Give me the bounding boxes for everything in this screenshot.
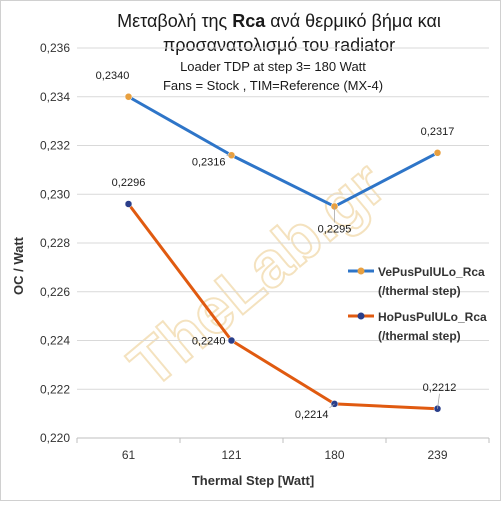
data-label-leader bbox=[329, 403, 335, 409]
chart-subtitle-line1: Loader TDP at step 3= 180 Watt bbox=[180, 59, 366, 74]
y-tick-label: 0,222 bbox=[40, 382, 70, 396]
data-label: 0,2212 bbox=[423, 382, 457, 394]
y-axis-title: OC / Watt bbox=[11, 236, 26, 295]
legend-label-1-line2: (/thermal step) bbox=[378, 284, 461, 298]
data-label: 0,2317 bbox=[421, 126, 455, 138]
data-label: 0,2340 bbox=[96, 70, 130, 82]
y-tick-label: 0,228 bbox=[40, 236, 70, 250]
series bbox=[124, 93, 442, 413]
y-tick-label: 0,220 bbox=[40, 431, 70, 445]
data-label: 0,2240 bbox=[192, 336, 226, 348]
data-point bbox=[124, 200, 133, 208]
legend-marker-1 bbox=[357, 267, 365, 275]
x-tick-label: 239 bbox=[427, 448, 447, 462]
y-tick-label: 0,226 bbox=[40, 285, 70, 299]
y-tick-label: 0,232 bbox=[40, 139, 70, 153]
y-tick-label: 0,236 bbox=[40, 41, 70, 55]
data-label-leader bbox=[437, 393, 440, 409]
series-line-1 bbox=[127, 95, 439, 208]
y-tick-label: 0,224 bbox=[40, 334, 70, 348]
chart-title-line2: προσανατολισμό του radiator bbox=[163, 35, 395, 55]
x-tick-label: 180 bbox=[324, 448, 344, 462]
axes: 0,220 0,222 0,224 0,226 0,228 0,230 0,232 0,234… bbox=[40, 41, 490, 462]
gridlines bbox=[77, 47, 489, 439]
legend-label-2-line2: (/thermal step) bbox=[378, 329, 461, 343]
data-point bbox=[433, 149, 442, 157]
data-label: 0,2214 bbox=[295, 409, 329, 421]
data-label: 0,2316 bbox=[192, 156, 226, 168]
x-axis-title: Thermal Step [Watt] bbox=[192, 473, 314, 488]
chart-title: Μεταβολή της Rca ανά θερμικό βήμα και bbox=[117, 11, 441, 31]
legend-label-1: VePusPulULo_Rca bbox=[378, 265, 485, 279]
x-tick-label: 61 bbox=[122, 448, 136, 462]
y-tick-label: 0,230 bbox=[40, 187, 70, 201]
legend-marker-2 bbox=[357, 312, 365, 320]
legend-entry-2: HoPusPulULo_Rca (/thermal step) bbox=[348, 310, 487, 343]
x-tick-label: 121 bbox=[221, 448, 241, 462]
watermark: TheLab.gr bbox=[115, 147, 398, 401]
data-point bbox=[227, 336, 236, 345]
legend-entry-1: VePusPulULo_Rca (/thermal step) bbox=[348, 265, 485, 298]
data-label: 0,2296 bbox=[112, 177, 146, 189]
data-labels: 0,2340 0,2316 0,2295 0,2317 0,2296 0,2240 0,22… bbox=[96, 70, 457, 421]
data-point bbox=[124, 93, 133, 101]
y-tick-label: 0,234 bbox=[40, 90, 70, 104]
legend: VePusPulULo_Rca (/thermal step) HoPusPul… bbox=[348, 265, 487, 343]
chart-subtitle-line2: Fans = Stock , TIM=Reference (MX-4) bbox=[163, 78, 383, 93]
series-line-2 bbox=[127, 203, 438, 411]
data-label: 0,2295 bbox=[318, 223, 352, 235]
legend-label-2: HoPusPulULo_Rca bbox=[378, 310, 487, 324]
